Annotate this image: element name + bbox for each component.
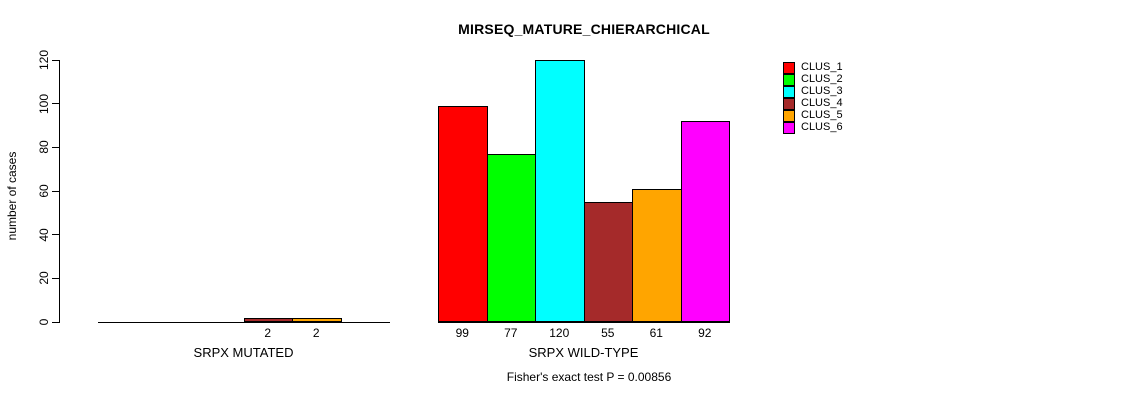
bar-value-label: 2 [264,326,272,340]
legend-label: CLUS_2 [801,73,843,85]
bar-clus-6 [680,121,730,322]
bar-clus-4 [243,318,293,322]
y-tick-label: 40 [37,227,51,242]
bar-value-label: 2 [312,326,320,340]
y-axis-tick [52,234,59,236]
legend-label: CLUS_6 [801,121,843,133]
y-axis-label: number of cases [5,151,19,241]
fisher-test-annotation: Fisher's exact test P = 0.00856 [506,370,672,384]
bar-value-label: 92 [698,326,712,340]
y-tick-label: 120 [37,49,51,71]
bar-clus-3 [535,60,585,322]
legend-label: CLUS_5 [801,109,843,121]
legend-swatch-clus-4 [783,97,795,110]
legend: CLUS_1 CLUS_2 CLUS_3 CLUS_4 CLUS_5 CLUS_6 [783,61,843,134]
bar-value-label: 55 [601,326,615,340]
bar-clus-2 [486,154,536,322]
bar-value-label: 77 [504,326,518,340]
y-axis-tick [52,321,59,323]
y-tick-label: 20 [37,271,51,286]
x-baseline [98,322,390,323]
category-label: SRPX WILD-TYPE [528,345,639,360]
y-axis-tick [52,277,59,279]
legend-label: CLUS_1 [801,61,843,73]
y-tick-label: 60 [37,184,51,198]
legend-label: CLUS_3 [801,85,843,97]
legend-item: CLUS_2 [783,73,843,86]
legend-swatch-clus-6 [783,121,795,134]
legend-label: CLUS_4 [801,97,843,109]
legend-item: CLUS_3 [783,85,843,98]
y-tick-label: 100 [37,93,51,114]
y-axis-line [59,60,60,323]
legend-swatch-clus-1 [783,61,795,74]
y-tick-label: 0 [37,318,51,326]
legend-item: CLUS_1 [783,61,843,74]
legend-swatch-clus-3 [783,85,795,98]
y-axis-tick [52,103,59,105]
y-axis-tick [52,146,59,148]
legend-item: CLUS_6 [783,121,843,134]
chart-title: MIRSEQ_MATURE_CHIERARCHICAL [458,21,710,37]
category-label: SRPX MUTATED [193,345,294,360]
bar-clus-1 [438,106,488,322]
bar-clus-4 [583,202,633,322]
legend-swatch-clus-5 [783,109,795,122]
bar-value-label: 120 [549,326,570,340]
legend-swatch-clus-2 [783,73,795,86]
y-axis-tick [52,190,59,192]
bar-value-label: 99 [455,326,469,340]
y-tick-label: 80 [37,140,51,155]
bar-clus-5 [632,189,682,322]
bar-value-label: 61 [649,326,663,340]
x-baseline [438,322,730,323]
legend-item: CLUS_4 [783,97,843,110]
legend-item: CLUS_5 [783,109,843,122]
y-axis-tick [52,59,59,61]
bar-clus-5 [292,318,342,322]
